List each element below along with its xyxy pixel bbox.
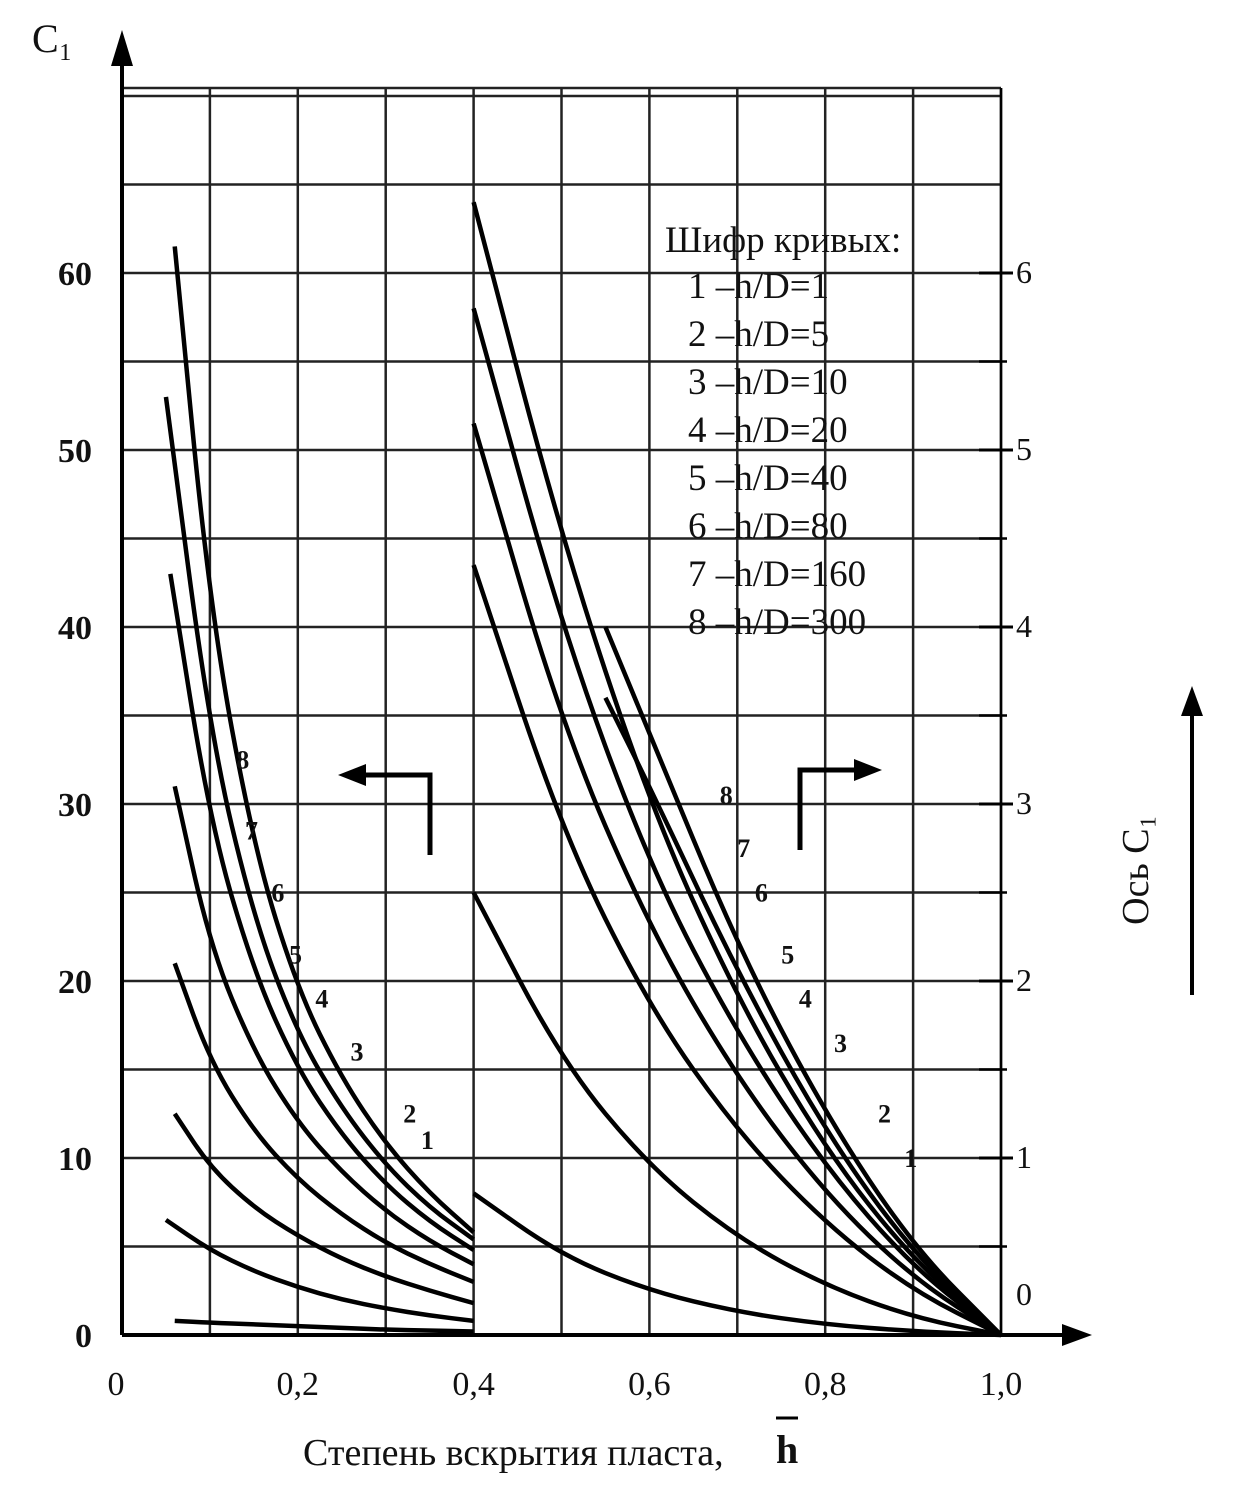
axes: [111, 30, 1092, 1346]
legend: Шифр кривых: 1 –h/D=1 2 –h/D=5 3 –h/D=10 4 …: [665, 220, 901, 643]
right-tick-label: 1: [1016, 1139, 1032, 1175]
left-curve-4: [172, 962, 475, 1284]
right-tick-label: 6: [1016, 254, 1032, 290]
left-curve-label-3: 3: [351, 1038, 364, 1067]
right-curve-8: [603, 626, 1003, 1337]
legend-item: 7 –h/D=160: [688, 554, 866, 595]
right-curve-5: [471, 307, 1003, 1337]
right-curve-6: [471, 201, 1003, 1337]
left-tick-label: 30: [58, 787, 92, 824]
left-curve-3: [172, 1112, 475, 1306]
x-tick-label: 0: [108, 1366, 125, 1403]
right-tick-label: 2: [1016, 962, 1032, 998]
legend-item: 5 –h/D=40: [688, 458, 848, 499]
x-tick-label: 1,0: [980, 1366, 1023, 1403]
left-axis-arrow: [111, 30, 133, 66]
left-axis-title: C₁: [32, 16, 73, 61]
right-curve-2: [471, 891, 1002, 1338]
x-tick-label: 0,6: [628, 1366, 671, 1403]
right-curve-label-5: 5: [781, 940, 794, 969]
right-curve-label-2: 2: [878, 1100, 891, 1129]
right-curve-label-8: 8: [720, 781, 733, 810]
left-tick-label: 40: [58, 610, 92, 647]
right-curve-label-7: 7: [737, 834, 750, 863]
right-axis-direction-marker: [797, 759, 882, 850]
left-curve-2: [164, 1218, 474, 1324]
left-curve-1: [174, 1318, 474, 1334]
legend-item: 6 –h/D=80: [688, 506, 848, 547]
left-curve-label-4: 4: [315, 985, 328, 1014]
right-curve-4: [471, 422, 1003, 1337]
legend-title: Шифр кривых:: [665, 220, 901, 261]
left-curve-label-2: 2: [403, 1100, 416, 1129]
left-tick-label: 50: [58, 433, 92, 470]
legend-item: 8 –h/D=300: [688, 602, 866, 643]
right-tick-label: 5: [1016, 431, 1032, 467]
right-curve-7: [603, 696, 1003, 1337]
left-curve-label-7: 7: [245, 816, 258, 845]
series: [163, 201, 1003, 1338]
legend-item: 1 –h/D=1: [688, 266, 829, 307]
right-curve-label-1: 1: [904, 1144, 917, 1173]
left-curve-5: [172, 785, 475, 1267]
left-curve-8: [172, 246, 476, 1235]
x-tick-label: 0,8: [804, 1366, 847, 1403]
left-axis-direction-marker: [338, 764, 433, 855]
right-axis-label-arrow: [1181, 686, 1203, 995]
legend-item: 2 –h/D=5: [688, 314, 829, 355]
x-tick-label: 0,4: [452, 1366, 495, 1403]
left-curve-6: [168, 573, 475, 1252]
right-curve-label-4: 4: [799, 985, 812, 1014]
left-curve-label-8: 8: [236, 746, 249, 775]
right-axis-title: Ось C₁: [1115, 815, 1157, 925]
legend-item: 3 –h/D=10: [688, 362, 848, 403]
right-tick-label: 4: [1016, 608, 1032, 644]
left-curve-7: [163, 396, 475, 1242]
x-axis-title: Степень вскрытия пласта,: [303, 1432, 724, 1474]
right-curve-3: [471, 564, 1003, 1338]
left-tick-label: 0: [75, 1318, 92, 1355]
right-curve-label-6: 6: [755, 878, 768, 907]
x-tick-label: 0,2: [277, 1366, 320, 1403]
right-curve-label-3: 3: [834, 1029, 847, 1058]
left-curve-label-1: 1: [421, 1126, 434, 1155]
right-tick-label: 0: [1016, 1276, 1032, 1312]
left-curve-label-5: 5: [289, 940, 302, 969]
right-tick-label: 3: [1016, 785, 1032, 821]
x-axis-symbol: h: [776, 1427, 798, 1472]
x-axis-arrow: [1062, 1324, 1092, 1346]
legend-item: 4 –h/D=20: [688, 410, 848, 451]
left-tick-label: 60: [58, 256, 92, 293]
right-curve-1: [472, 1191, 1002, 1338]
left-tick-label: 20: [58, 964, 92, 1001]
left-tick-label: 10: [58, 1141, 92, 1178]
left-curve-label-6: 6: [271, 878, 284, 907]
